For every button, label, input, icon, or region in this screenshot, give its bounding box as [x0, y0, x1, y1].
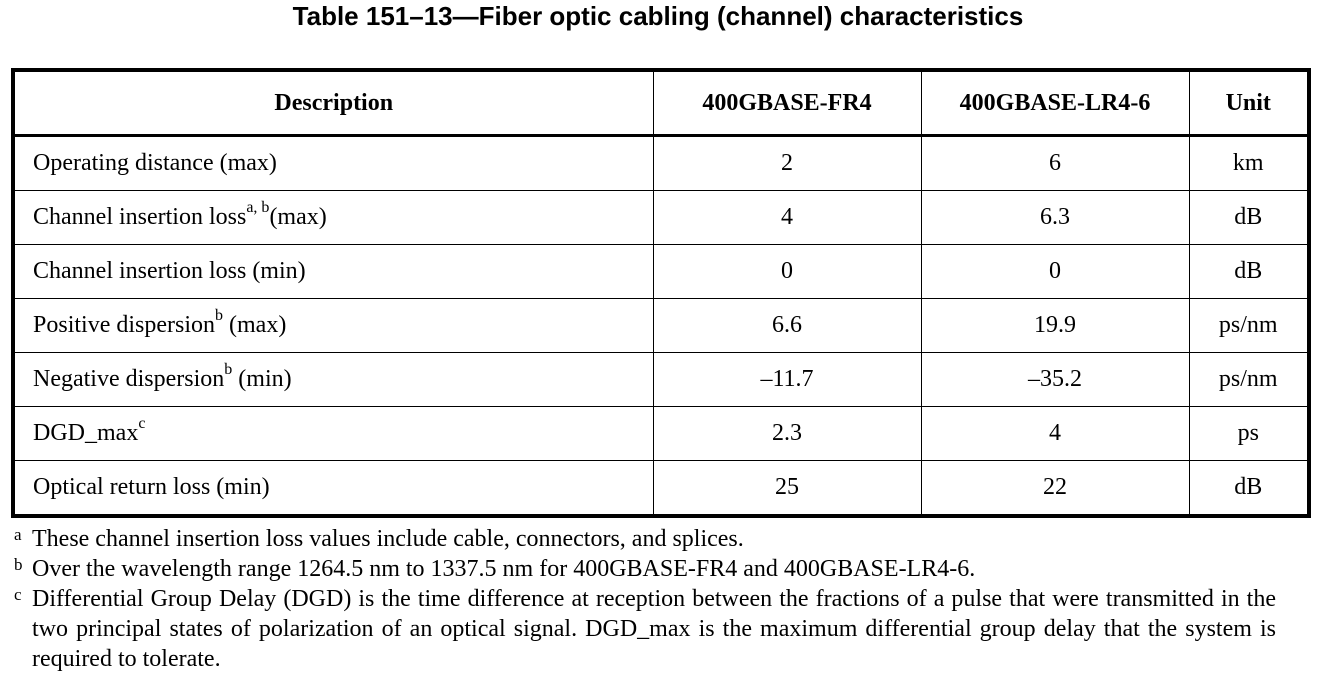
- cell-unit: dB: [1188, 244, 1310, 299]
- cell-400gbase-lr4-6: 6.3: [920, 190, 1190, 245]
- footnotes: a These channel insertion loss values inc…: [14, 524, 1276, 674]
- cell-400gbase-fr4: –11.7: [652, 352, 922, 407]
- cell-unit: dB: [1188, 190, 1310, 245]
- cell-description: Channel insertion loss (min): [12, 244, 654, 299]
- cell-400gbase-lr4-6: 19.9: [920, 298, 1190, 353]
- cell-400gbase-fr4: 4: [652, 190, 922, 245]
- description-text: Negative dispersion: [33, 366, 225, 392]
- column-header-unit: Unit: [1188, 69, 1310, 137]
- footnote-mark: a: [14, 525, 22, 544]
- cell-400gbase-lr4-6: –35.2: [920, 352, 1190, 407]
- cabling-characteristics-table: Description 400GBASE-FR4 400GBASE-LR4-6 …: [11, 68, 1311, 518]
- description-qualifier: (max): [269, 204, 327, 230]
- column-header-400gbase-fr4: 400GBASE-FR4: [652, 69, 922, 137]
- cell-unit: ps/nm: [1188, 298, 1310, 353]
- description-text: DGD_max: [33, 420, 139, 446]
- cell-400gbase-lr4-6: 0: [920, 244, 1190, 299]
- cell-unit: km: [1188, 135, 1310, 191]
- table-row: Negative dispersionb (min) –11.7 –35.2 ps/n…: [12, 352, 1310, 407]
- description-qualifier: (max): [223, 312, 287, 338]
- description-text: Positive dispersion: [33, 312, 216, 338]
- footnote-mark: c: [14, 585, 22, 604]
- table-header-row: Description 400GBASE-FR4 400GBASE-LR4-6 …: [12, 69, 1310, 137]
- footnote-text: Differential Group Delay (DGD) is the ti…: [32, 586, 1276, 672]
- table-row: Operating distance (max) 2 6 km: [12, 135, 1310, 191]
- table-body: Operating distance (max) 2 6 km Channel inse…: [12, 135, 1310, 517]
- cell-400gbase-lr4-6: 22: [920, 460, 1190, 517]
- cell-400gbase-fr4: 2.3: [652, 406, 922, 461]
- cell-description: DGD_maxc: [12, 406, 654, 461]
- cell-description: Channel insertion lossa, b(max): [12, 190, 654, 245]
- footnote-reference: b: [215, 307, 224, 324]
- footnote-text: These channel insertion loss values incl…: [32, 526, 744, 552]
- table-row: Channel insertion loss (min) 0 0 dB: [12, 244, 1310, 299]
- footnote-text: Over the wavelength range 1264.5 nm to 1…: [32, 556, 976, 582]
- cell-400gbase-fr4: 0: [652, 244, 922, 299]
- cell-400gbase-fr4: 6.6: [652, 298, 922, 353]
- description-text: Channel insertion loss (min): [33, 258, 306, 284]
- description-text: Channel insertion loss: [33, 204, 247, 230]
- cell-400gbase-fr4: 25: [652, 460, 922, 517]
- cell-description: Positive dispersionb (max): [12, 298, 654, 353]
- footnote-reference: b: [224, 361, 233, 378]
- footnote-reference: c: [138, 415, 146, 432]
- cell-400gbase-lr4-6: 6: [920, 135, 1190, 191]
- column-header-description: Description: [12, 69, 654, 137]
- footnote-reference: a, b: [246, 199, 270, 216]
- table-title: Table 151–13—Fiber optic cabling (channe…: [292, 1, 1024, 31]
- footnote: a These channel insertion loss values inc…: [14, 524, 1276, 554]
- cell-unit: ps: [1188, 406, 1310, 461]
- cell-400gbase-fr4: 2: [652, 135, 922, 191]
- table-row: Optical return loss (min) 25 22 dB: [12, 460, 1310, 517]
- cell-unit: ps/nm: [1188, 352, 1310, 407]
- cell-400gbase-lr4-6: 4: [920, 406, 1190, 461]
- cell-unit: dB: [1188, 460, 1310, 517]
- footnote: c Differential Group Delay (DGD) is the t…: [14, 584, 1276, 674]
- description-qualifier: (min): [232, 366, 292, 392]
- table-row: Positive dispersionb (max) 6.6 19.9 ps/nm: [12, 298, 1310, 353]
- table-row: Channel insertion lossa, b(max) 4 6.3 dB: [12, 190, 1310, 245]
- footnote: b Over the wavelength range 1264.5 nm to …: [14, 554, 1276, 584]
- description-text: Optical return loss (min): [33, 474, 270, 500]
- cell-description: Operating distance (max): [12, 135, 654, 191]
- column-header-400gbase-lr4-6: 400GBASE-LR4-6: [920, 69, 1190, 137]
- footnote-mark: b: [14, 555, 23, 574]
- description-text: Operating distance (max): [33, 150, 277, 176]
- cell-description: Optical return loss (min): [12, 460, 654, 517]
- cell-description: Negative dispersionb (min): [12, 352, 654, 407]
- table-row: DGD_maxc 2.3 4 ps: [12, 406, 1310, 461]
